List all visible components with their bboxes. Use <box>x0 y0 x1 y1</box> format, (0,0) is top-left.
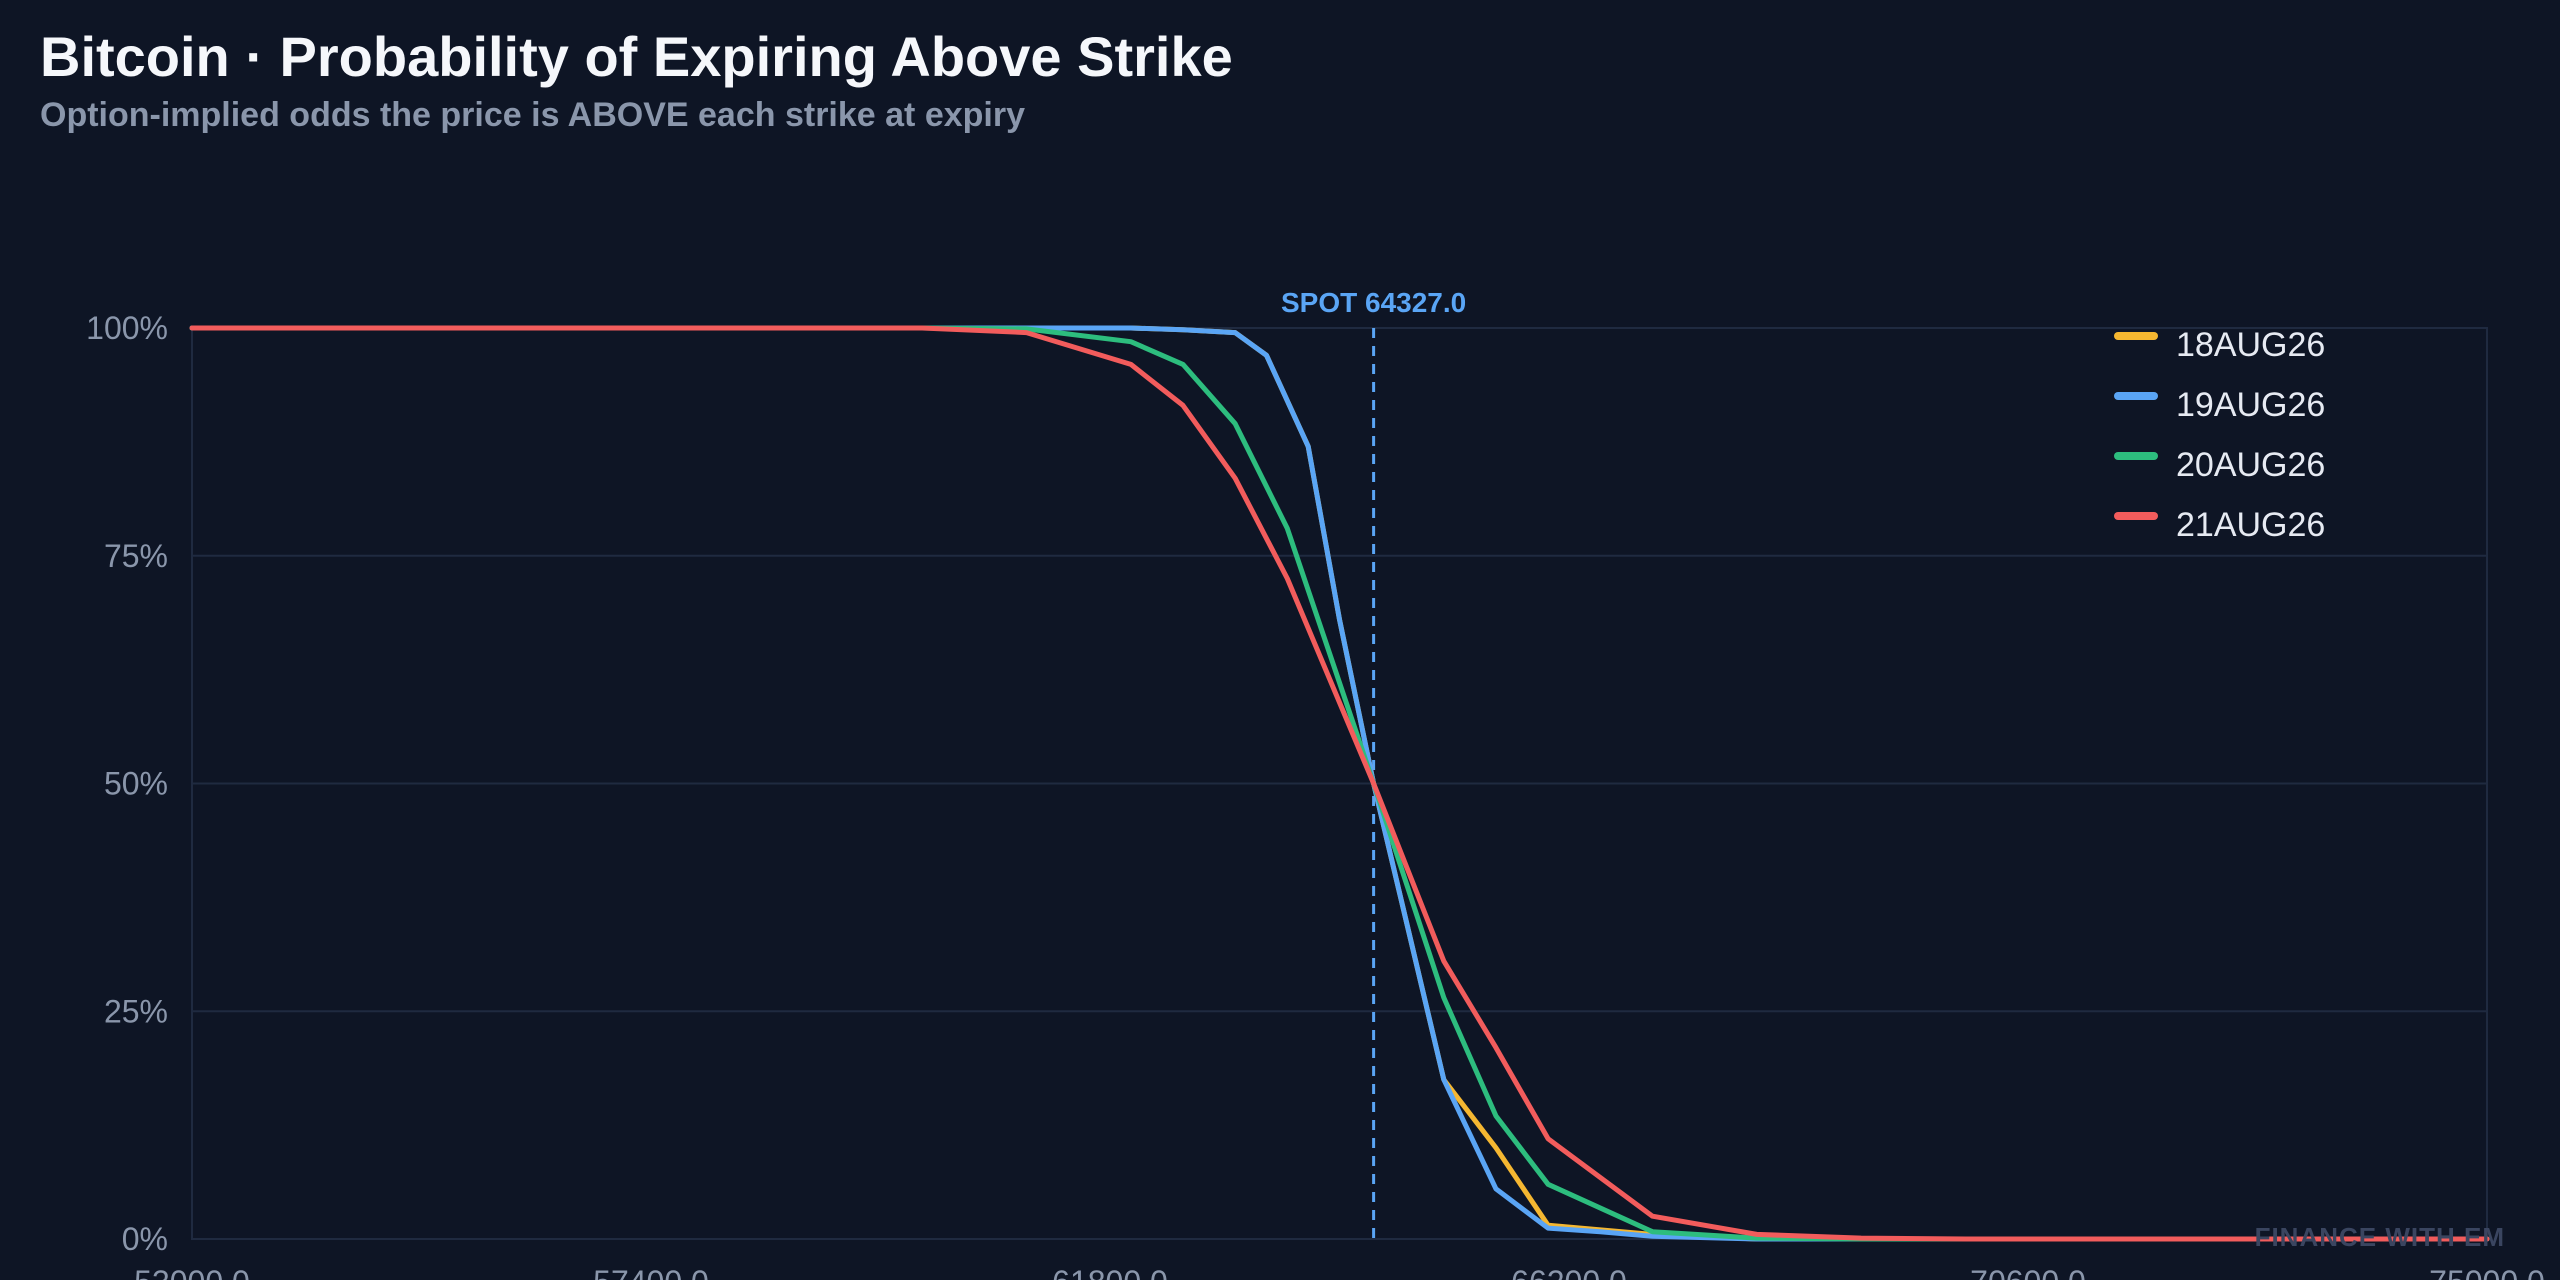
x-tick-label: 75000.0 <box>2429 1264 2545 1280</box>
series-layer <box>189 325 2490 1242</box>
legend-label: 19AUG26 <box>2176 386 2325 424</box>
axis-layer: 0% 25% 50% 75% 100% 53000.0 57400.0 61800.0 6620… <box>86 310 2545 1280</box>
x-tick-label: 70600.0 <box>1970 1264 2086 1280</box>
series-line-19aug26 <box>189 325 2490 1242</box>
legend: 18AUG26 19AUG26 20AUG26 21AUG26 <box>2114 326 2325 544</box>
page-title: Bitcoin · Probability of Expiring Above … <box>40 25 1233 88</box>
y-tick-label: 0% <box>122 1221 168 1257</box>
watermark: FINANCE WITH EM <box>2255 1222 2505 1252</box>
legend-label: 18AUG26 <box>2176 326 2325 364</box>
spot-layer: SPOT 64327.0 <box>1281 287 1466 1239</box>
legend-label: 21AUG26 <box>2176 506 2325 544</box>
y-tick-label: 75% <box>104 538 168 574</box>
x-tick-label: 61800.0 <box>1052 1264 1168 1280</box>
grid-layer <box>191 327 2488 1240</box>
x-tick-label: 57400.0 <box>593 1264 709 1280</box>
spot-label: SPOT 64327.0 <box>1281 287 1466 318</box>
x-tick-label: 66200.0 <box>1511 1264 1627 1280</box>
series-line-21aug26 <box>189 325 2490 1242</box>
legend-label: 20AUG26 <box>2176 446 2325 484</box>
y-tick-label: 25% <box>104 993 168 1029</box>
y-tick-label: 50% <box>104 766 168 802</box>
x-tick-label: 53000.0 <box>134 1264 250 1280</box>
y-tick-label: 100% <box>86 310 168 346</box>
page-subtitle: Option-implied odds the price is ABOVE e… <box>40 96 1025 134</box>
